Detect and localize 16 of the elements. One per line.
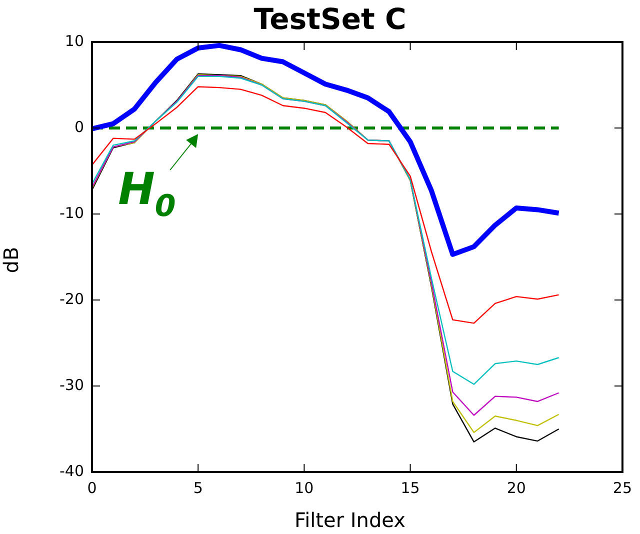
x-tick-label: 0 xyxy=(87,478,97,497)
y-tick-label: 0 xyxy=(74,118,84,136)
chart-title: TestSet C xyxy=(254,2,406,36)
y-axis-title: dB xyxy=(0,246,24,274)
x-axis-title: Filter Index xyxy=(294,508,406,532)
y-tick-label: -20 xyxy=(60,290,84,308)
x-tick-label: 25 xyxy=(612,478,632,497)
annotation: H$_{0}$ xyxy=(118,164,176,224)
y-tick-label: -10 xyxy=(60,204,84,222)
x-tick-label: 15 xyxy=(400,478,420,497)
x-tick-label: 10 xyxy=(294,478,314,497)
x-tick-label: 5 xyxy=(193,478,203,497)
y-tick-label: -40 xyxy=(60,462,84,480)
y-tick-label: -30 xyxy=(60,376,84,394)
y-tick-label: 10 xyxy=(64,32,84,50)
x-tick-label: 20 xyxy=(506,478,526,497)
